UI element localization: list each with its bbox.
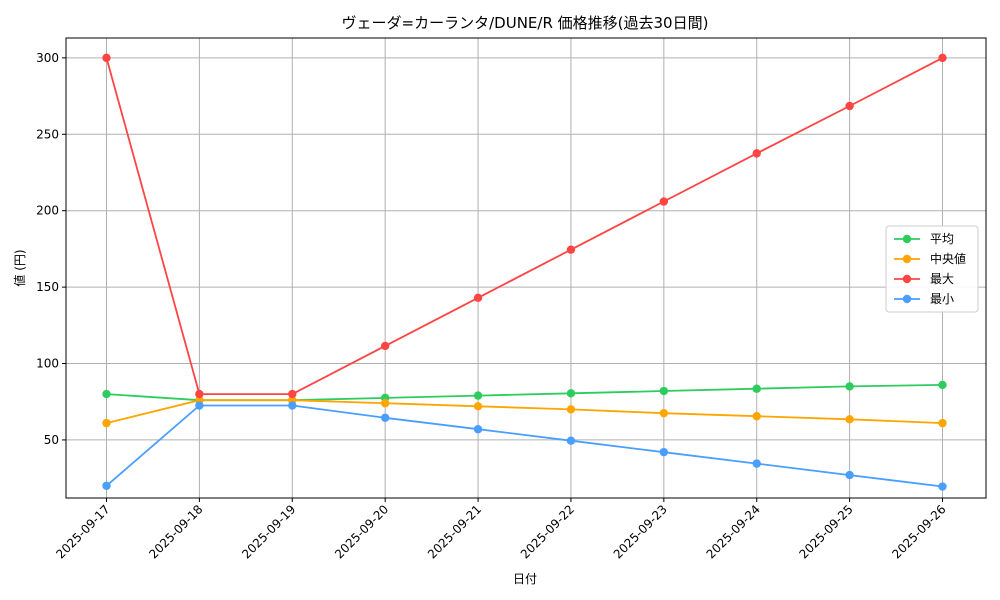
series-line	[105, 404, 943, 488]
y-axis-label: 値 (円)	[12, 249, 27, 286]
chart-title: ヴェーダ=カーランタ/DUNE/R 価格推移(過去30日間)	[342, 14, 709, 32]
series-line	[105, 57, 943, 396]
y-tick-label: 250	[36, 127, 59, 141]
legend-label: 平均	[930, 232, 954, 246]
data-point	[102, 389, 111, 399]
data-point	[659, 386, 669, 396]
data-point	[752, 459, 761, 468]
data-point	[659, 447, 669, 457]
data-point	[938, 380, 947, 390]
data-point	[473, 391, 483, 400]
legend-swatch-marker	[902, 234, 912, 244]
x-tick-label: 2025-09-19	[239, 502, 298, 561]
data-point	[938, 53, 947, 63]
y-tick-label: 100	[36, 357, 59, 371]
data-point	[659, 197, 669, 206]
x-tick-label: 2025-09-24	[704, 502, 763, 561]
data-point	[102, 53, 111, 63]
legend-swatch-marker	[902, 274, 912, 284]
data-point	[566, 436, 576, 445]
plot-frame	[65, 37, 987, 499]
x-tick-label: 2025-09-17	[53, 502, 112, 561]
data-point	[195, 389, 204, 399]
x-tick-label: 2025-09-25	[797, 502, 856, 561]
data-point	[566, 389, 576, 398]
axes-layer: 2025-09-17 2025-09-18 2025-09-19 2025-09-20…	[36, 37, 987, 561]
data-point	[288, 389, 297, 399]
data-point	[473, 293, 483, 303]
legend-label: 中央値	[930, 251, 966, 266]
y-tick-label: 300	[36, 51, 59, 65]
data-point	[380, 341, 390, 351]
data-point	[845, 470, 854, 480]
data-point	[566, 405, 576, 414]
x-tick-label: 2025-09-26	[889, 502, 948, 561]
legend-box	[885, 225, 979, 313]
x-tick-label: 2025-09-23	[611, 502, 670, 561]
series-line	[106, 384, 943, 402]
x-tick-label: 2025-09-18	[146, 502, 205, 561]
y-tick-label: 50	[44, 433, 59, 447]
legend-label: 最小	[930, 292, 954, 306]
series-group	[102, 401, 947, 491]
data-point	[845, 382, 854, 391]
legend-swatch-marker	[902, 294, 912, 304]
data-point	[752, 384, 761, 393]
data-point	[380, 399, 390, 408]
data-point	[845, 415, 854, 424]
data-point	[938, 482, 947, 491]
data-point	[102, 418, 111, 428]
x-tick-label: 2025-09-22	[518, 502, 577, 561]
data-point	[845, 101, 854, 111]
data-point	[473, 425, 483, 434]
series-layer	[102, 53, 947, 491]
series-group	[102, 53, 947, 399]
data-point	[566, 245, 576, 254]
x-tick-label: 2025-09-21	[425, 502, 484, 561]
x-axis-label: 日付	[513, 572, 537, 586]
x-tick-label: 2025-09-20	[332, 502, 391, 561]
data-point	[659, 408, 669, 418]
series-line	[106, 399, 943, 424]
data-point	[195, 401, 204, 410]
data-point	[288, 401, 297, 410]
data-point	[380, 413, 390, 422]
data-point	[752, 149, 761, 158]
data-point	[752, 412, 761, 421]
legend-label: 最大	[930, 272, 954, 286]
data-point	[473, 402, 483, 411]
y-tick-label: 150	[36, 280, 59, 294]
data-point	[102, 481, 111, 490]
grid-layer	[66, 38, 986, 498]
legend-swatch-marker	[902, 254, 912, 264]
data-point	[938, 418, 947, 428]
series-group	[102, 395, 947, 428]
y-tick-label: 200	[36, 204, 59, 218]
